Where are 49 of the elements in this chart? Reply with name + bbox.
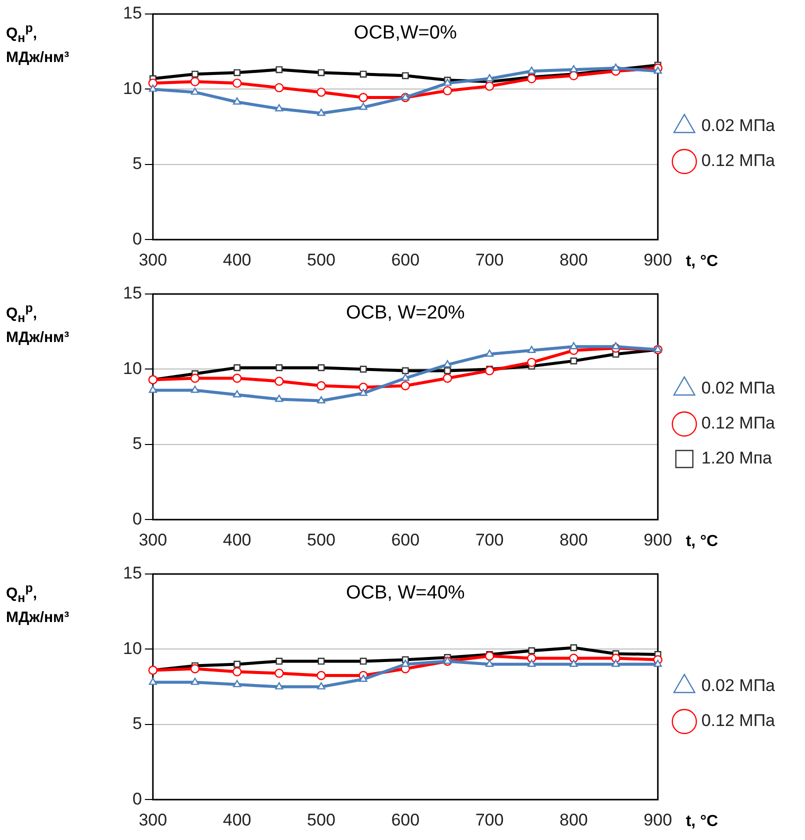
x-tick-label: 500 <box>307 250 336 270</box>
x-tick-label: 700 <box>475 250 504 270</box>
y-tick-label: 15 <box>122 4 142 23</box>
legend-label: 0.02 МПа <box>701 378 776 398</box>
y-tick-label: 10 <box>122 638 142 658</box>
y-tick-label: 10 <box>122 358 142 378</box>
y-tick-label: 10 <box>122 78 142 98</box>
y-tick-label: 5 <box>132 154 142 174</box>
y-tick-label: 5 <box>132 714 142 734</box>
legend-label: 0.02 МПа <box>701 116 776 136</box>
x-tick-label: 600 <box>391 250 420 270</box>
y-axis-title: Q$_{н}$$^{р}$, МДж/нм³ <box>6 580 70 628</box>
y-tick-label: 0 <box>132 509 142 528</box>
x-tick-label: 600 <box>391 810 420 830</box>
x-tick-label: 600 <box>391 530 420 550</box>
text: ОСВ, W=20% <box>346 302 465 324</box>
legend-label: 0.02 МПа <box>701 676 776 696</box>
x-axis-title: t, °C <box>686 813 718 830</box>
x-tick-label: 800 <box>560 250 588 270</box>
y-axis-title: Q$_{н}$$^{р}$, МДж/нм³ <box>6 20 70 68</box>
x-tick-label: 300 <box>138 250 168 270</box>
x-tick-label: 400 <box>222 250 252 270</box>
x-tick-label: 800 <box>560 530 588 550</box>
legend-label: 0.12 МПа <box>701 711 776 730</box>
x-axis-title: t, °C <box>686 533 718 550</box>
x-tick-label: 400 <box>222 810 252 830</box>
x-tick-label: 400 <box>222 530 252 550</box>
legend-label: 1.20 Мпа <box>701 448 773 468</box>
x-tick-label: 900 <box>644 530 672 550</box>
x-tick-label: 900 <box>644 810 672 830</box>
text: ОСВ,W=0% <box>354 22 457 44</box>
y-tick-label: 0 <box>132 229 142 248</box>
text: ОСВ, W=40% <box>346 582 465 604</box>
y-tick-label: 5 <box>132 434 142 454</box>
x-tick-label: 500 <box>307 530 336 550</box>
x-tick-label: 500 <box>307 810 336 830</box>
y-axis-title: Q$_{н}$$^{р}$, МДж/нм³ <box>6 300 70 348</box>
x-tick-label: 300 <box>138 810 168 830</box>
x-tick-label: 700 <box>475 530 504 550</box>
x-tick-label: 800 <box>560 810 588 830</box>
x-axis-title: t, °C <box>686 253 718 270</box>
x-tick-label: 700 <box>475 810 504 830</box>
y-tick-label: 0 <box>132 789 142 808</box>
legend-label: 0.12 МПа <box>701 151 776 170</box>
legend-label: 0.12 МПа <box>701 414 776 433</box>
x-tick-label: 300 <box>138 530 168 550</box>
x-tick-label: 900 <box>644 250 672 270</box>
y-tick-label: 15 <box>122 284 142 303</box>
y-tick-label: 15 <box>122 564 142 583</box>
